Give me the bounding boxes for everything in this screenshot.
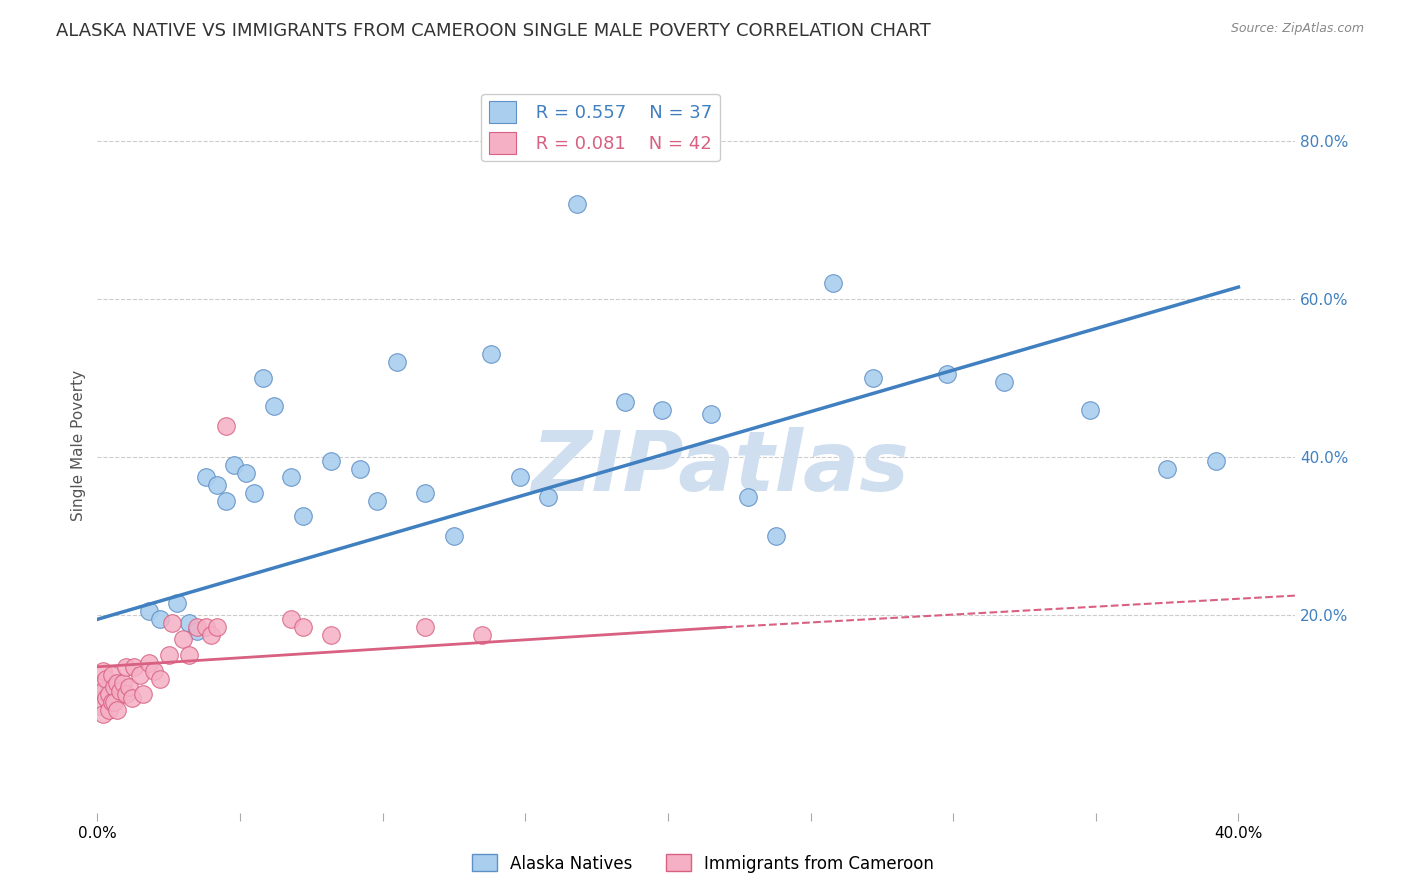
Point xyxy=(215,493,238,508)
Point xyxy=(280,470,302,484)
Point xyxy=(138,604,160,618)
Point xyxy=(143,664,166,678)
Point xyxy=(443,529,465,543)
Point xyxy=(565,197,588,211)
Point xyxy=(1078,402,1101,417)
Point xyxy=(103,695,125,709)
Point xyxy=(186,624,208,639)
Point xyxy=(205,478,228,492)
Point xyxy=(415,620,437,634)
Point xyxy=(177,648,200,662)
Point xyxy=(235,466,257,480)
Point xyxy=(415,485,437,500)
Point xyxy=(509,470,531,484)
Legend:  R = 0.557    N = 37,  R = 0.081    N = 42: R = 0.557 N = 37, R = 0.081 N = 42 xyxy=(481,94,720,161)
Point xyxy=(765,529,787,543)
Point xyxy=(100,667,122,681)
Point xyxy=(194,620,217,634)
Legend: Alaska Natives, Immigrants from Cameroon: Alaska Natives, Immigrants from Cameroon xyxy=(465,847,941,880)
Point xyxy=(97,688,120,702)
Point xyxy=(129,667,152,681)
Point xyxy=(121,691,143,706)
Point xyxy=(138,656,160,670)
Point xyxy=(205,620,228,634)
Point xyxy=(699,407,721,421)
Point xyxy=(349,462,371,476)
Point xyxy=(132,688,155,702)
Point xyxy=(263,399,285,413)
Point xyxy=(160,616,183,631)
Point xyxy=(94,691,117,706)
Point xyxy=(105,703,128,717)
Point xyxy=(97,703,120,717)
Y-axis label: Single Male Poverty: Single Male Poverty xyxy=(72,369,86,521)
Point xyxy=(651,402,673,417)
Point xyxy=(166,597,188,611)
Point xyxy=(614,394,637,409)
Point xyxy=(124,660,146,674)
Point xyxy=(108,683,131,698)
Point xyxy=(194,470,217,484)
Point xyxy=(89,699,111,714)
Point xyxy=(936,367,959,381)
Point xyxy=(321,628,343,642)
Point xyxy=(321,454,343,468)
Point xyxy=(111,675,134,690)
Point xyxy=(91,683,114,698)
Point xyxy=(105,675,128,690)
Point xyxy=(172,632,194,646)
Text: ALASKA NATIVE VS IMMIGRANTS FROM CAMEROON SINGLE MALE POVERTY CORRELATION CHART: ALASKA NATIVE VS IMMIGRANTS FROM CAMEROO… xyxy=(56,22,931,40)
Point xyxy=(737,490,759,504)
Point xyxy=(215,418,238,433)
Point xyxy=(252,371,274,385)
Point xyxy=(89,675,111,690)
Point xyxy=(94,672,117,686)
Point xyxy=(291,509,314,524)
Point xyxy=(100,695,122,709)
Point xyxy=(91,664,114,678)
Point xyxy=(115,660,138,674)
Point xyxy=(103,680,125,694)
Point xyxy=(280,612,302,626)
Point xyxy=(115,688,138,702)
Point xyxy=(366,493,388,508)
Point xyxy=(91,707,114,722)
Point xyxy=(823,276,845,290)
Point xyxy=(243,485,266,500)
Point xyxy=(537,490,560,504)
Text: Source: ZipAtlas.com: Source: ZipAtlas.com xyxy=(1230,22,1364,36)
Point xyxy=(186,620,208,634)
Point xyxy=(471,628,494,642)
Point xyxy=(200,628,222,642)
Point xyxy=(1205,454,1227,468)
Point xyxy=(149,672,172,686)
Point xyxy=(1156,462,1178,476)
Point xyxy=(149,612,172,626)
Text: ZIPatlas: ZIPatlas xyxy=(531,427,910,508)
Point xyxy=(993,375,1015,389)
Point xyxy=(89,688,111,702)
Point xyxy=(862,371,884,385)
Point xyxy=(479,347,502,361)
Point xyxy=(224,458,246,472)
Point xyxy=(118,680,141,694)
Point xyxy=(157,648,180,662)
Point xyxy=(177,616,200,631)
Point xyxy=(385,355,408,369)
Point xyxy=(291,620,314,634)
